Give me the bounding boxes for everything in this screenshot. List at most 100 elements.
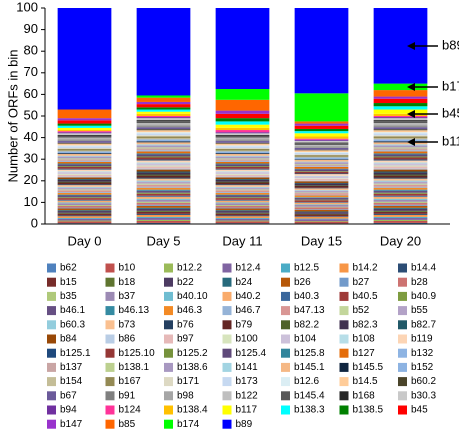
legend-swatch	[398, 405, 407, 415]
bar-segment	[215, 159, 270, 161]
bar-segment	[136, 198, 191, 200]
bar-segment	[373, 174, 428, 176]
bar-segment	[57, 156, 112, 159]
bar-segment	[136, 192, 191, 194]
bar-segment	[294, 157, 349, 160]
legend-label: b171	[177, 376, 200, 387]
legend-swatch	[47, 362, 56, 372]
bar-segment	[136, 144, 191, 146]
legend-label: b91	[119, 390, 136, 401]
bar-segment	[294, 202, 349, 205]
bar-segment	[215, 192, 270, 193]
bar-segment	[215, 189, 270, 191]
bar-segment	[294, 159, 349, 160]
bar-segment	[57, 145, 112, 147]
legend-label: b12.6	[294, 376, 319, 387]
bar-segment	[373, 195, 428, 197]
bar-segment	[136, 163, 191, 166]
bar-segment	[294, 173, 349, 175]
bar-segment	[57, 120, 112, 124]
bar-segment	[294, 183, 349, 186]
bar-segment	[136, 177, 191, 179]
bar-segment	[57, 192, 112, 195]
bar-segment	[373, 141, 428, 143]
bar-segment	[373, 120, 428, 122]
bar-segment	[215, 173, 270, 175]
bar-segment	[373, 219, 428, 221]
bar-segment	[215, 141, 270, 143]
legend-swatch	[222, 306, 232, 316]
y-axis-label: Number of ORFs in bin	[5, 50, 20, 183]
bar-segment	[57, 213, 112, 216]
bar-segment	[136, 150, 191, 152]
bar-segment	[215, 220, 270, 222]
legend-label: b14.5	[353, 376, 378, 387]
legend-swatch	[339, 320, 349, 330]
legend-swatch	[281, 263, 290, 273]
legend-swatch	[164, 263, 173, 273]
legend-swatch	[105, 334, 115, 344]
bar-segment	[57, 185, 112, 187]
bar-segment	[215, 133, 270, 136]
bar-segment	[294, 207, 349, 210]
bar-segment	[57, 182, 112, 185]
bar-segment	[373, 202, 428, 205]
legend-swatch	[339, 277, 349, 287]
bar-segment	[373, 171, 428, 173]
legend-swatch	[339, 391, 349, 401]
bar-segment	[57, 216, 112, 218]
legend-label: b40.10	[177, 291, 208, 302]
legend-label: b125.2	[177, 348, 208, 359]
legend-label: b132	[411, 348, 434, 359]
bar-segment	[294, 93, 349, 122]
bar-segment	[215, 218, 270, 221]
bar-segment	[57, 174, 112, 177]
bar-segment	[136, 199, 191, 202]
legend-label: b117	[236, 405, 258, 416]
legend-swatch	[47, 306, 56, 316]
legend-swatch	[339, 405, 349, 415]
bar-segment	[57, 160, 112, 162]
legend-label: b145.4	[294, 390, 325, 401]
bar-segment	[57, 176, 112, 178]
legend-swatch	[281, 348, 290, 358]
bar-segment	[136, 113, 191, 116]
bar-segment	[136, 8, 191, 96]
bar-segment	[215, 171, 270, 173]
bar-segment	[373, 205, 428, 208]
bar-segment	[215, 156, 270, 159]
bar-segment	[136, 129, 191, 131]
bar-segment	[215, 213, 270, 216]
bar-segment	[136, 157, 191, 160]
bar-segment	[294, 8, 349, 94]
bar-segment	[57, 202, 112, 204]
legend-swatch	[398, 377, 407, 387]
legend-label: b173	[236, 376, 259, 387]
bar-segment	[373, 168, 428, 170]
bar-segment	[136, 166, 191, 169]
bar-segment	[136, 219, 191, 221]
bar-segment	[294, 147, 349, 148]
bar-segment	[136, 142, 191, 145]
bar-segment	[57, 159, 112, 161]
bar-segment	[136, 220, 191, 223]
legend-label: b37	[119, 291, 136, 302]
bar-segment	[57, 130, 112, 132]
bar-segment	[373, 118, 428, 121]
legend-swatch	[164, 419, 173, 429]
bar-segment	[136, 117, 191, 119]
bar-segment	[57, 179, 112, 180]
legend-swatch	[222, 405, 232, 415]
bar-segment	[136, 130, 191, 133]
bar-segment	[136, 104, 191, 108]
annotation-arrowhead	[407, 110, 415, 118]
legend-label: b60.2	[411, 376, 436, 387]
bar-segment	[294, 169, 349, 172]
bar-segment	[57, 150, 112, 152]
bar-segment	[57, 217, 112, 219]
bar-segment	[57, 187, 112, 190]
bar-segment	[215, 200, 270, 203]
bar-segment	[136, 189, 191, 191]
bar-segment	[215, 147, 270, 149]
bar-segment	[57, 208, 112, 211]
